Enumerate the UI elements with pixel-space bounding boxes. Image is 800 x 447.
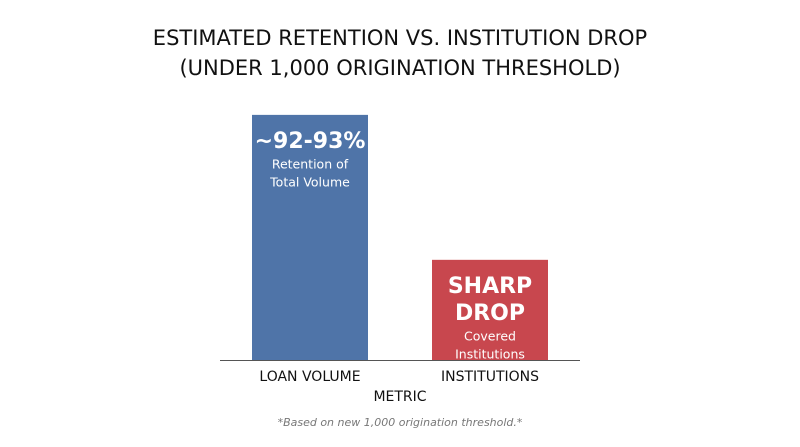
x-axis-label: METRIC [373,389,426,405]
bar-detail: Total Volume [269,174,350,189]
bar-headline: ~92-93% [255,129,366,154]
bar-detail: Institutions [455,346,525,361]
footnote: *Based on new 1,000 origination threshol… [278,416,523,429]
chart-title: ESTIMATED RETENTION VS. INSTITUTION DROP [153,26,647,50]
bar-detail: Retention of [272,156,349,171]
x-tick-label: INSTITUTIONS [441,369,539,385]
x-tick-label: LOAN VOLUME [259,369,360,385]
chart-title: (UNDER 1,000 ORIGINATION THRESHOLD) [179,56,620,80]
bar-detail: Covered [464,328,516,343]
bar-headline: DROP [455,301,525,326]
bar [252,114,368,360]
bar-headline: SHARP [448,274,532,299]
bar [432,259,548,360]
